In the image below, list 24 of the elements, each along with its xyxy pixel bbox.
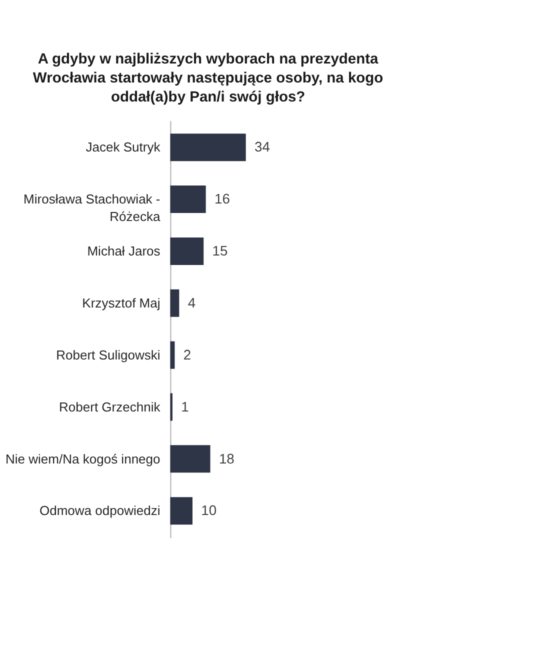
data-label: 15 xyxy=(212,242,228,259)
y-tick-label: Odmowa odpowiedzi xyxy=(39,503,160,518)
data-label: 4 xyxy=(188,294,196,310)
y-tick-label: Nie wiem/Na kogoś innego xyxy=(5,451,160,466)
data-label: 2 xyxy=(183,346,192,362)
bar xyxy=(170,289,180,317)
bar xyxy=(170,497,192,525)
bar xyxy=(170,341,175,369)
bar xyxy=(170,445,210,473)
y-tick-label: Robert Suligowski xyxy=(56,347,160,362)
bar xyxy=(170,237,204,265)
data-label: 10 xyxy=(201,502,217,518)
bar xyxy=(170,134,246,162)
y-tick-label: Robert Grzechnik xyxy=(59,399,161,414)
bar xyxy=(170,186,206,214)
y-tick-label: Krzysztof Maj xyxy=(82,295,160,310)
data-label: 16 xyxy=(214,190,230,207)
data-label: 34 xyxy=(254,138,270,155)
y-tick-label: Michał Jaros xyxy=(87,244,161,259)
chart-title: A gdyby w najbliższych wyborach na prezydenta Wrocławia startowały następujące osoby, na kogo oddał(a)by Pan/i swój głos? xyxy=(32,51,384,106)
y-tick-label: Mirosława Stachowiak - Różecka xyxy=(24,192,162,224)
data-label: 1 xyxy=(181,398,190,414)
data-label: 18 xyxy=(218,450,235,466)
y-tick-label: Jacek Sutryk xyxy=(86,140,161,155)
